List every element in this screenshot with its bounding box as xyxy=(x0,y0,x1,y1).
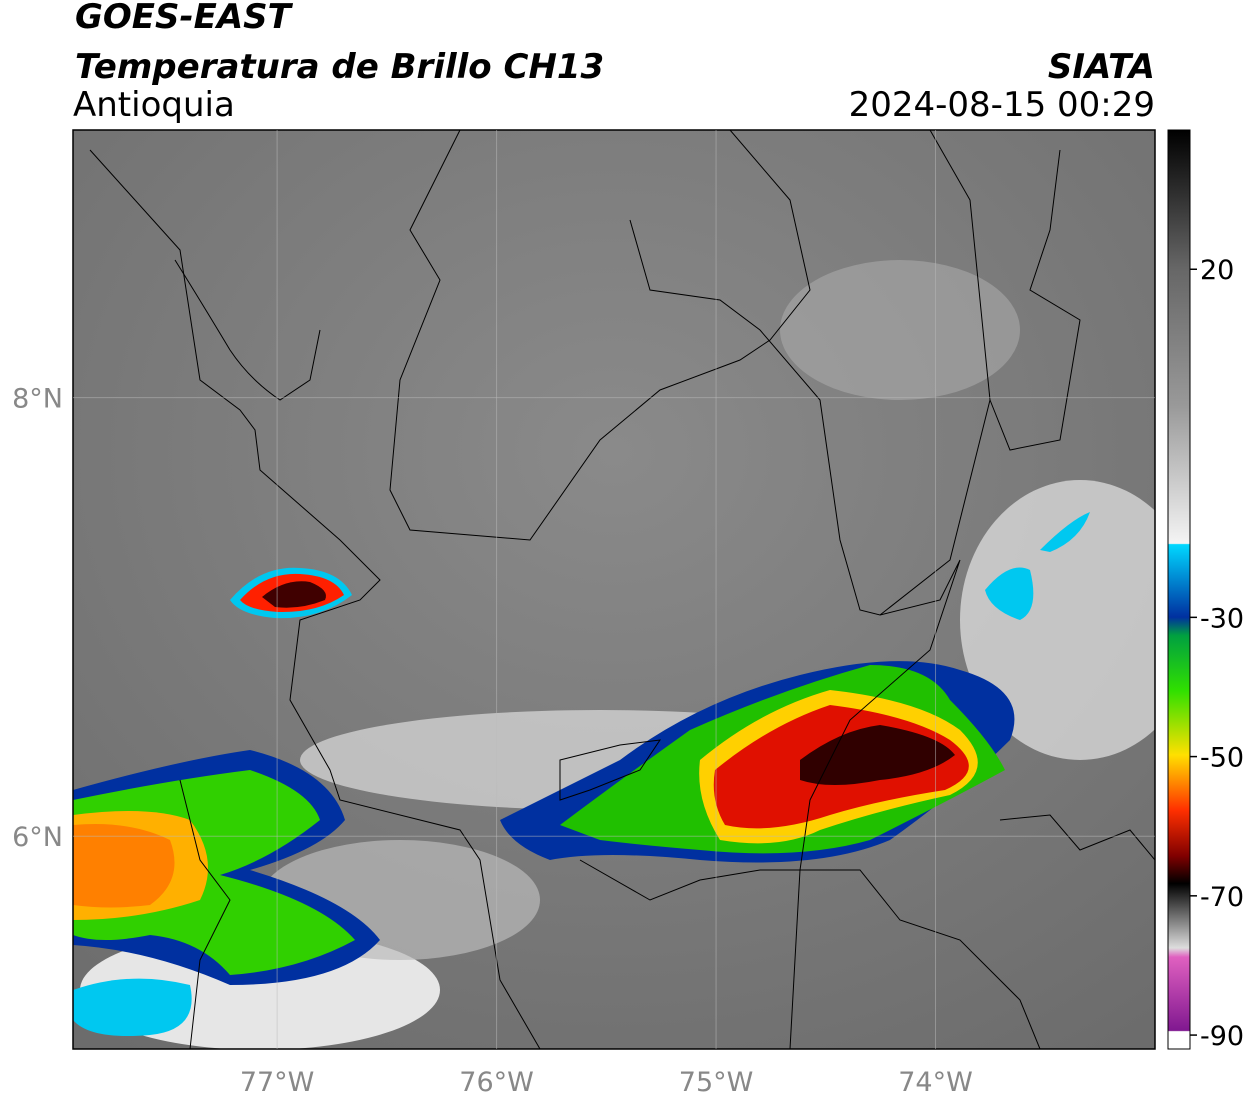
colorbar xyxy=(1167,129,1191,1050)
colorbar-tick-label: -30 xyxy=(1200,603,1244,634)
x-tick-label: 74°W xyxy=(898,1067,973,1098)
colorbar-tick-label: -50 xyxy=(1200,743,1244,774)
satellite-title: GOES-EAST xyxy=(75,0,294,37)
product-title: Temperatura de Brillo CH13 xyxy=(75,47,604,87)
x-tick-label: 75°W xyxy=(679,1067,754,1098)
y-tick-label: 6°N xyxy=(12,822,63,853)
x-tick-label: 77°W xyxy=(240,1067,315,1098)
colorbar-tick-label: 20 xyxy=(1200,255,1234,286)
source-label: SIATA xyxy=(1048,47,1155,87)
region-title: Antioquia xyxy=(73,85,235,125)
map-image xyxy=(73,130,1155,1049)
map-frame xyxy=(72,129,1156,1050)
y-tick-label: 8°N xyxy=(12,384,63,415)
timestamp: 2024-08-15 00:29 xyxy=(849,85,1155,125)
x-tick-label: 76°W xyxy=(459,1067,534,1098)
colorbar-tick-label: -70 xyxy=(1200,882,1244,913)
colorbar-tick-label: -90 xyxy=(1200,1021,1244,1052)
